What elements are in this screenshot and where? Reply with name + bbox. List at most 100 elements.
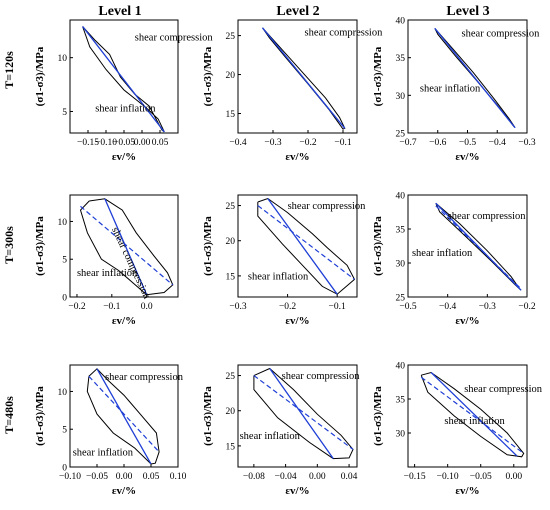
x-tick-label: 0.05 xyxy=(152,138,169,148)
y-axis-label: (σ1-σ3)/MPa xyxy=(202,216,214,276)
x-tick-label: 0.10 xyxy=(170,472,187,482)
x-tick-label: −0.05 xyxy=(86,472,108,482)
x-tick-label: −0.15 xyxy=(77,138,99,148)
y-tick-label: 0 xyxy=(62,464,67,474)
x-tick-label: −0.04 xyxy=(275,472,297,482)
dashed-secant-line xyxy=(253,375,354,450)
column-title-level-3: Level 3 xyxy=(446,4,489,19)
y-tick-label: 40 xyxy=(396,362,406,372)
dashed-secant-line xyxy=(435,205,522,290)
x-tick-label: −0.3 xyxy=(264,138,281,148)
annotation-shear-inflation: shear inflation xyxy=(248,271,309,282)
y-tick-label: 25 xyxy=(396,294,406,304)
y-tick-label: 5 xyxy=(62,426,67,436)
y-tick-label: 25 xyxy=(226,372,236,382)
y-tick-label: 25 xyxy=(226,32,236,42)
row-label-t480: T=480s xyxy=(2,396,16,434)
secant-line xyxy=(434,27,516,129)
y-tick-label: 10 xyxy=(58,388,68,398)
annotation-shear-compression: shear compression xyxy=(288,201,367,212)
y-axis-label: (σ1-σ3)/MPa xyxy=(34,46,46,106)
x-tick-label: 0.00 xyxy=(134,138,151,148)
y-tick-label: 10 xyxy=(58,54,68,64)
plot-frame xyxy=(69,194,179,298)
annotation-shear-compression: shear compression xyxy=(105,372,184,383)
y-tick-label: 40 xyxy=(396,17,406,27)
annotation-shear-inflation: shear inflation xyxy=(412,248,473,259)
annotation-shear-inflation: shear inflation xyxy=(77,268,138,279)
secant-line xyxy=(96,368,152,465)
x-tick-label: −0.10 xyxy=(59,472,81,482)
y-axis-label: (σ1-σ3)/MPa xyxy=(372,216,384,276)
x-tick-label: 0.05 xyxy=(143,472,160,482)
x-tick-label: −0.3 xyxy=(518,138,535,148)
row-label-t120: T=120s xyxy=(2,51,16,89)
y-tick-label: 35 xyxy=(396,396,406,406)
y-axis-label: (σ1-σ3)/MPa xyxy=(372,46,384,106)
panel-0-0: −0.15−0.10−0.050.00 0.05 5 10 (σ1-σ3)/MPa εv/… xyxy=(34,19,214,163)
x-tick-label: −0.2 xyxy=(68,302,85,312)
x-tick-label: −0.4 xyxy=(439,302,456,312)
x-tick-label: 0.00 xyxy=(505,472,522,482)
x-axis-label: εv/% xyxy=(112,151,136,163)
annotation-shear-compression: shear compression xyxy=(464,384,543,395)
annotation-shear-inflation: shear inflation xyxy=(73,448,134,459)
y-tick-label: 15 xyxy=(226,110,236,120)
plot-frame xyxy=(237,194,358,298)
dashed-secant-line xyxy=(257,205,355,280)
hysteresis-loop xyxy=(79,198,174,296)
dashed-secant-line xyxy=(88,375,160,453)
x-tick-label: 0.0 xyxy=(141,302,153,312)
x-tick-label: −0.4 xyxy=(489,138,506,148)
y-tick-label: 15 xyxy=(226,442,236,452)
dashed-secant-line xyxy=(420,376,525,454)
y-tick-label: 25 xyxy=(226,202,236,212)
y-tick-label: 20 xyxy=(226,407,236,417)
secant-line xyxy=(269,368,334,459)
panel-1-1: −0.3 −0.2 −0.1 15 20 25 (σ1-σ3)/MPa εv/% shear c… xyxy=(202,194,367,327)
panel-0-2: −0.7 −0.6 −0.5 −0.4 −0.3 25 30 35 40 (σ1-σ3)/MPa ε… xyxy=(372,17,540,164)
panel-2-2: −0.15 −0.10 −0.05 0.00 30 35 40 (σ1-σ3)/MPa εv/%… xyxy=(372,362,543,498)
annotation-shear-inflation: shear inflation xyxy=(420,84,481,95)
panel-1-2: −0.5 −0.4 −0.3 −0.2 25 30 35 40 (σ1-σ3)/MPa εv/% s… xyxy=(372,192,536,328)
plot-frame xyxy=(407,194,528,298)
hysteresis-loop xyxy=(420,371,525,458)
x-tick-label: −0.3 xyxy=(229,302,246,312)
hysteresis-loop xyxy=(257,197,356,295)
x-axis-label: εv/% xyxy=(455,315,479,327)
annotation-shear-compression: shear compression xyxy=(282,371,361,382)
plot-frame xyxy=(237,19,358,134)
hysteresis-loop xyxy=(253,367,354,460)
y-tick-label: 20 xyxy=(226,71,236,81)
column-title-level-2: Level 2 xyxy=(276,4,319,19)
x-tick-label: 0.00 xyxy=(309,472,326,482)
annotation-shear-inflation: shear inflation xyxy=(444,416,505,427)
x-tick-label: −0.15 xyxy=(404,472,426,482)
x-axis-label: εv/% xyxy=(285,315,309,327)
y-tick-label: 35 xyxy=(396,54,406,64)
y-tick-label: 30 xyxy=(396,260,406,270)
row-label-t300: T=300s xyxy=(2,226,16,264)
x-axis-label: εv/% xyxy=(455,151,479,163)
x-tick-label: 0.04 xyxy=(341,472,358,482)
x-tick-label: −0.1 xyxy=(103,302,120,312)
plot-frame xyxy=(407,364,528,468)
secant-line xyxy=(82,26,165,133)
x-tick-label: −0.05 xyxy=(113,138,135,148)
hysteresis-loop xyxy=(86,368,160,465)
x-tick-label: 0.00 xyxy=(116,472,133,482)
x-tick-label: −0.3 xyxy=(479,302,496,312)
annotation-shear-compression: shear compression xyxy=(135,32,214,43)
y-tick-label: 30 xyxy=(396,92,406,102)
y-tick-label: 5 xyxy=(62,108,67,118)
panels-group: −0.15−0.10−0.050.00 0.05510(σ1-σ3)/MPaεv/… xyxy=(34,17,543,498)
x-tick-label: −0.2 xyxy=(299,138,316,148)
x-tick-label: −0.6 xyxy=(429,138,446,148)
panel-1-0: −0.2 −0.1 0.0 0 5 10 (σ1-σ3)/MPa εv/% shear comp… xyxy=(34,194,179,327)
panel-0-1: −0.4 −0.3 −0.2 −0.1 15 20 25 (σ1-σ3)/MPa εv/% she… xyxy=(202,19,383,163)
x-tick-label: −0.5 xyxy=(399,302,416,312)
x-tick-label: −0.2 xyxy=(518,302,535,312)
y-tick-label: 40 xyxy=(396,192,406,202)
column-title-level-1: Level 1 xyxy=(98,4,141,19)
